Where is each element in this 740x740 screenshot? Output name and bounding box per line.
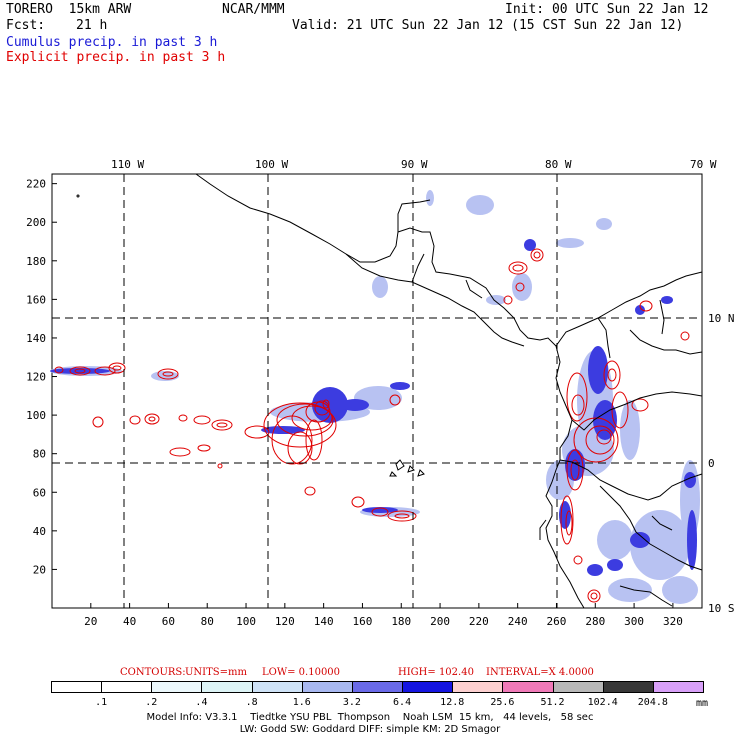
lon-label-90w: 90 W: [401, 158, 428, 171]
x-axis: 20 40 60 80 100 120 140 160 180 200 220 240 260 280 30…: [84, 603, 683, 628]
colorbar-label: .4: [195, 697, 208, 708]
lon-label-80w: 80 W: [545, 158, 572, 171]
x-tick-label: 220: [469, 615, 489, 628]
colorbar-label: 1.6: [292, 697, 311, 708]
colorbar-swatch: [552, 681, 604, 693]
y-tick-label: 160: [26, 293, 46, 306]
y-tick-label: 60: [33, 486, 46, 499]
explicit-precip-contours: [54, 248, 690, 603]
cumulus-precip-areas: [50, 190, 700, 604]
colorbar-swatch: [101, 681, 153, 693]
colorbar-swatch: [251, 681, 303, 693]
colorbar-swatch: [602, 681, 654, 693]
x-tick-label: 320: [663, 615, 683, 628]
lat-label-10n: 10 N: [708, 312, 735, 325]
x-tick-label: 280: [585, 615, 605, 628]
legend-cumulus: Cumulus precip. in past 3 h: [6, 35, 218, 50]
y-tick-label: 120: [26, 371, 46, 384]
lat-label-0: 0: [708, 457, 715, 470]
contour-low: LOW= 0.10000: [262, 667, 341, 678]
valid-time: Valid: 21 UTC Sun 22 Jan 12 (15 CST Sun …: [292, 18, 684, 33]
y-tick-label: 80: [33, 448, 46, 461]
colorbar-swatch: [452, 681, 504, 693]
model-info-line2: LW: Godd SW: Goddard DIFF: simple KM: 2D…: [239, 724, 501, 735]
colorbar-swatch: [351, 681, 404, 693]
x-tick-label: 140: [314, 615, 334, 628]
model-title: TORERO 15km ARW: [6, 2, 132, 17]
colorbar-label: 3.2: [342, 697, 361, 708]
colorbar-label: 51.2: [540, 697, 565, 708]
colorbar-swatch: [402, 681, 454, 693]
x-tick-label: 60: [162, 615, 175, 628]
colorbar-swatch: [151, 681, 203, 693]
y-tick-label: 100: [26, 409, 46, 422]
colorbar-label: .2: [145, 697, 158, 708]
org-label: NCAR/MMM: [222, 2, 285, 17]
lat-label-10s: 10 S: [708, 602, 735, 615]
x-tick-label: 300: [624, 615, 644, 628]
colorbar-label: .1: [95, 697, 108, 708]
y-tick-label: 180: [26, 255, 46, 268]
colorbar-swatch: [502, 681, 554, 693]
init-time: Init: 00 UTC Sun 22 Jan 12: [505, 2, 709, 17]
model-info-line1: Model Info: V3.3.1 Tiedtke YSU PBL Thomp…: [146, 712, 594, 723]
coastlines: [76, 173, 703, 609]
x-tick-label: 200: [430, 615, 450, 628]
colorbar-swatch: [652, 681, 704, 693]
colorbar-swatch: [301, 681, 353, 693]
contour-units: UNITS=mm: [185, 667, 247, 678]
colorbar-unit: mm: [696, 698, 709, 709]
x-tick-label: 100: [236, 615, 256, 628]
colorbar-label: 12.8: [440, 697, 465, 708]
x-tick-label: 240: [508, 615, 528, 628]
x-tick-label: 260: [547, 615, 567, 628]
graticule: [52, 174, 702, 608]
contour-label: CONTOURS:: [120, 667, 186, 678]
colorbar-label: .8: [245, 697, 258, 708]
colorbar-swatch: [201, 681, 253, 693]
x-tick-label: 20: [84, 615, 97, 628]
colorbar-swatch: [51, 681, 103, 693]
y-tick-label: 200: [26, 216, 46, 229]
y-axis: 20 40 60 80 100 120 140 160 180 200 220: [26, 178, 57, 576]
legend-explicit: Explicit precip. in past 3 h: [6, 50, 226, 65]
map-frame: [51, 173, 703, 609]
contour-high: HIGH= 102.40: [398, 667, 474, 678]
y-tick-label: 40: [33, 525, 46, 538]
lon-label-110w: 110 W: [111, 158, 145, 171]
y-tick-label: 220: [26, 178, 46, 191]
x-tick-label: 180: [391, 615, 411, 628]
y-tick-label: 140: [26, 332, 46, 345]
fcst-label: Fcst:: [6, 18, 46, 33]
lon-label-100w: 100 W: [255, 158, 289, 171]
colorbar-label: 25.6: [490, 697, 515, 708]
lon-label-70w: 70 W: [690, 158, 717, 171]
fcst-value: 21 h: [76, 18, 108, 33]
y-tick-label: 20: [33, 563, 46, 576]
x-tick-label: 80: [201, 615, 214, 628]
contour-interval: INTERVAL=X 4.0000: [486, 667, 594, 678]
x-tick-label: 120: [275, 615, 295, 628]
colorbar-label: 204.8: [637, 697, 668, 708]
x-tick-label: 160: [353, 615, 373, 628]
x-tick-label: 40: [123, 615, 136, 628]
colorbar-label: 102.4: [587, 697, 618, 708]
colorbar-label: 6.4: [393, 697, 412, 708]
